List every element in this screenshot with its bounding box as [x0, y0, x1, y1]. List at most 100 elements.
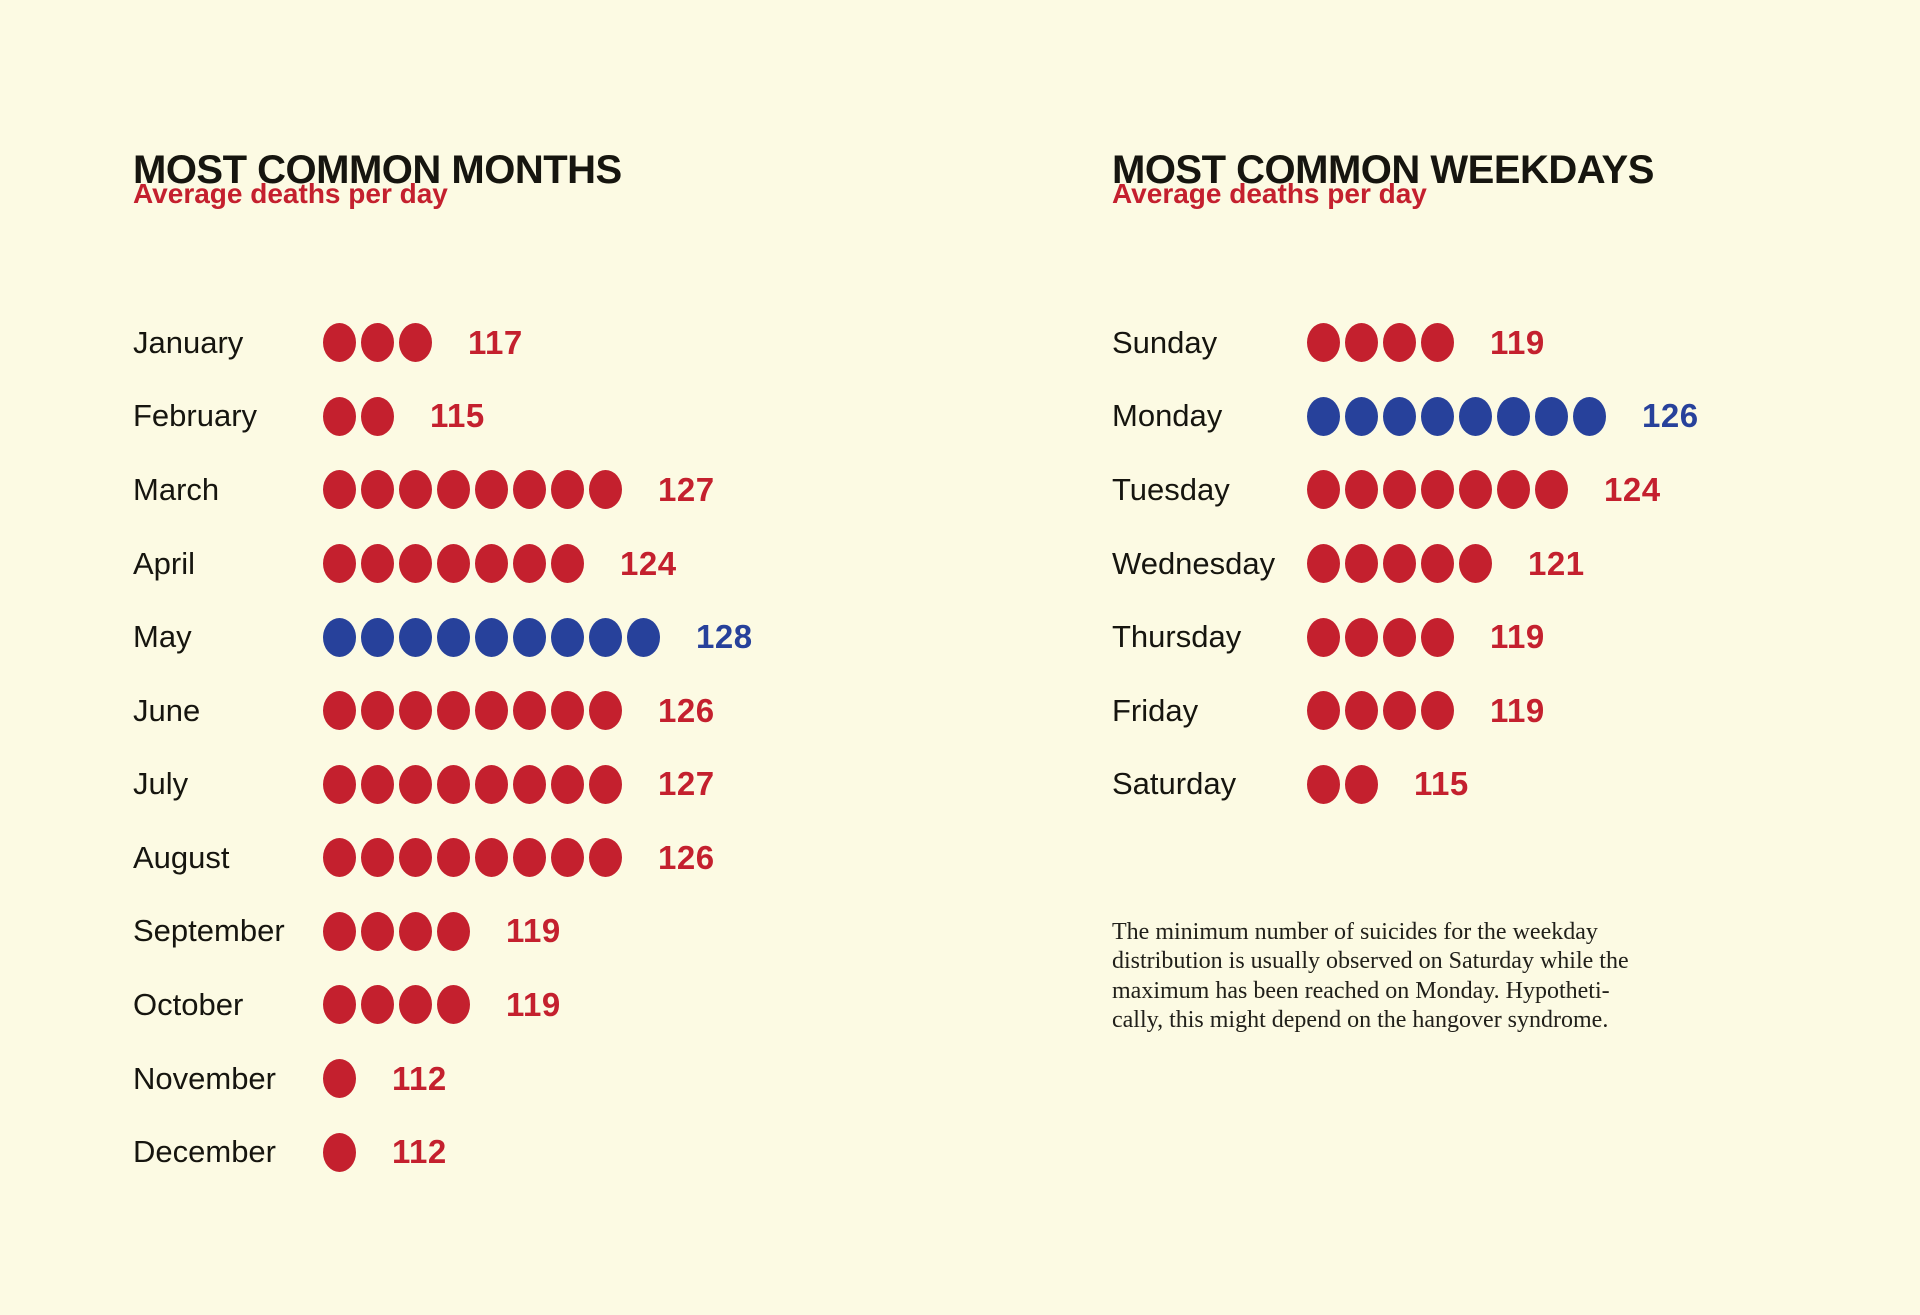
row-value: 126	[1642, 397, 1699, 435]
footnote-line: cally, this might depend on the hangover…	[1112, 1007, 1609, 1034]
dot-icon	[1383, 544, 1416, 584]
chart-row: September 119	[133, 895, 753, 969]
row-value: 119	[1490, 618, 1545, 656]
dot-group	[323, 323, 432, 363]
row-label: April	[133, 545, 196, 581]
row-label: August	[133, 839, 230, 875]
footnote-line: maximum has been reached on Monday. Hypo…	[1112, 977, 1610, 1004]
chart-row: February 115	[133, 380, 753, 454]
dot-group	[1307, 396, 1606, 436]
dot-icon	[1497, 396, 1530, 436]
dot-icon	[323, 1132, 356, 1172]
row-value: 119	[506, 985, 561, 1023]
row-value: 119	[506, 912, 561, 950]
dot-icon	[323, 911, 356, 951]
dot-icon	[475, 544, 508, 584]
chart-row: Monday 126	[1112, 380, 1699, 454]
dot-icon	[1421, 470, 1454, 510]
dot-icon	[1421, 396, 1454, 436]
chart-row: June 126	[133, 674, 753, 748]
dot-icon	[1421, 323, 1454, 363]
dot-icon	[1345, 764, 1378, 804]
dot-icon	[1345, 691, 1378, 731]
chart-row: August 126	[133, 821, 753, 895]
dot-icon	[1421, 691, 1454, 731]
row-value: 124	[620, 544, 677, 582]
row-label: December	[133, 1134, 276, 1170]
chart-row: Saturday 115	[1112, 747, 1699, 821]
chart-row: Thursday 119	[1112, 600, 1699, 674]
chart-row: October 119	[133, 968, 753, 1042]
dot-icon	[589, 838, 622, 878]
dot-icon	[1383, 691, 1416, 731]
dot-group	[1307, 764, 1378, 804]
row-value: 127	[658, 765, 715, 803]
dot-icon	[361, 838, 394, 878]
dot-icon	[1535, 396, 1568, 436]
row-value: 119	[1490, 691, 1545, 729]
dot-icon	[475, 764, 508, 804]
dot-icon	[1497, 470, 1530, 510]
dot-icon	[399, 323, 432, 363]
row-label: October	[133, 986, 244, 1022]
row-label: November	[133, 1060, 276, 1096]
dot-icon	[437, 544, 470, 584]
dot-icon	[551, 691, 584, 731]
dot-icon	[589, 617, 622, 657]
dot-icon	[513, 691, 546, 731]
dot-icon	[1421, 617, 1454, 657]
weekdays-rows: Sunday 119 Monday 126 Tuesday 124 Wednesday 121…	[1112, 306, 1699, 821]
dot-icon	[475, 617, 508, 657]
dot-icon	[513, 544, 546, 584]
dot-group	[323, 1132, 356, 1172]
row-label: Saturday	[1112, 766, 1237, 802]
months-rows: January 117 February 115 March 127 April 124 May…	[133, 306, 753, 1189]
dot-icon	[589, 470, 622, 510]
dot-icon	[399, 691, 432, 731]
dot-icon	[437, 911, 470, 951]
row-label: Wednesday	[1112, 545, 1276, 581]
dot-icon	[1535, 470, 1568, 510]
dot-icon	[399, 617, 432, 657]
row-label: May	[133, 619, 192, 655]
dot-icon	[1383, 470, 1416, 510]
dot-icon	[437, 691, 470, 731]
dot-icon	[1307, 323, 1340, 363]
row-label: Friday	[1112, 692, 1199, 728]
dot-icon	[513, 838, 546, 878]
dot-group	[323, 617, 660, 657]
row-value: 126	[658, 838, 715, 876]
dot-icon	[323, 544, 356, 584]
dot-group	[1307, 691, 1454, 731]
dot-icon	[323, 985, 356, 1025]
chart-row: Friday 119	[1112, 674, 1699, 748]
row-value: 112	[392, 1059, 447, 1097]
dot-icon	[1307, 691, 1340, 731]
dot-group	[323, 544, 584, 584]
dot-group	[323, 985, 470, 1025]
dot-icon	[1307, 396, 1340, 436]
dot-icon	[361, 691, 394, 731]
dot-icon	[399, 544, 432, 584]
chart-row: March 127	[133, 453, 753, 527]
dot-icon	[589, 764, 622, 804]
dot-icon	[361, 985, 394, 1025]
dot-icon	[437, 470, 470, 510]
dot-icon	[1345, 617, 1378, 657]
dot-icon	[1345, 470, 1378, 510]
chart-row: July 127	[133, 747, 753, 821]
dot-icon	[551, 617, 584, 657]
row-value: 119	[1490, 323, 1545, 361]
row-label: June	[133, 692, 201, 728]
dot-icon	[323, 764, 356, 804]
dot-icon	[513, 470, 546, 510]
dot-icon	[551, 470, 584, 510]
dot-icon	[1307, 764, 1340, 804]
dot-icon	[1573, 396, 1606, 436]
dot-icon	[1421, 544, 1454, 584]
dot-icon	[1307, 470, 1340, 510]
row-value: 128	[696, 618, 753, 656]
dot-icon	[399, 838, 432, 878]
row-value: 124	[1604, 470, 1661, 508]
footnote-text: The minimum number of suicides for the w…	[1112, 918, 1672, 1036]
